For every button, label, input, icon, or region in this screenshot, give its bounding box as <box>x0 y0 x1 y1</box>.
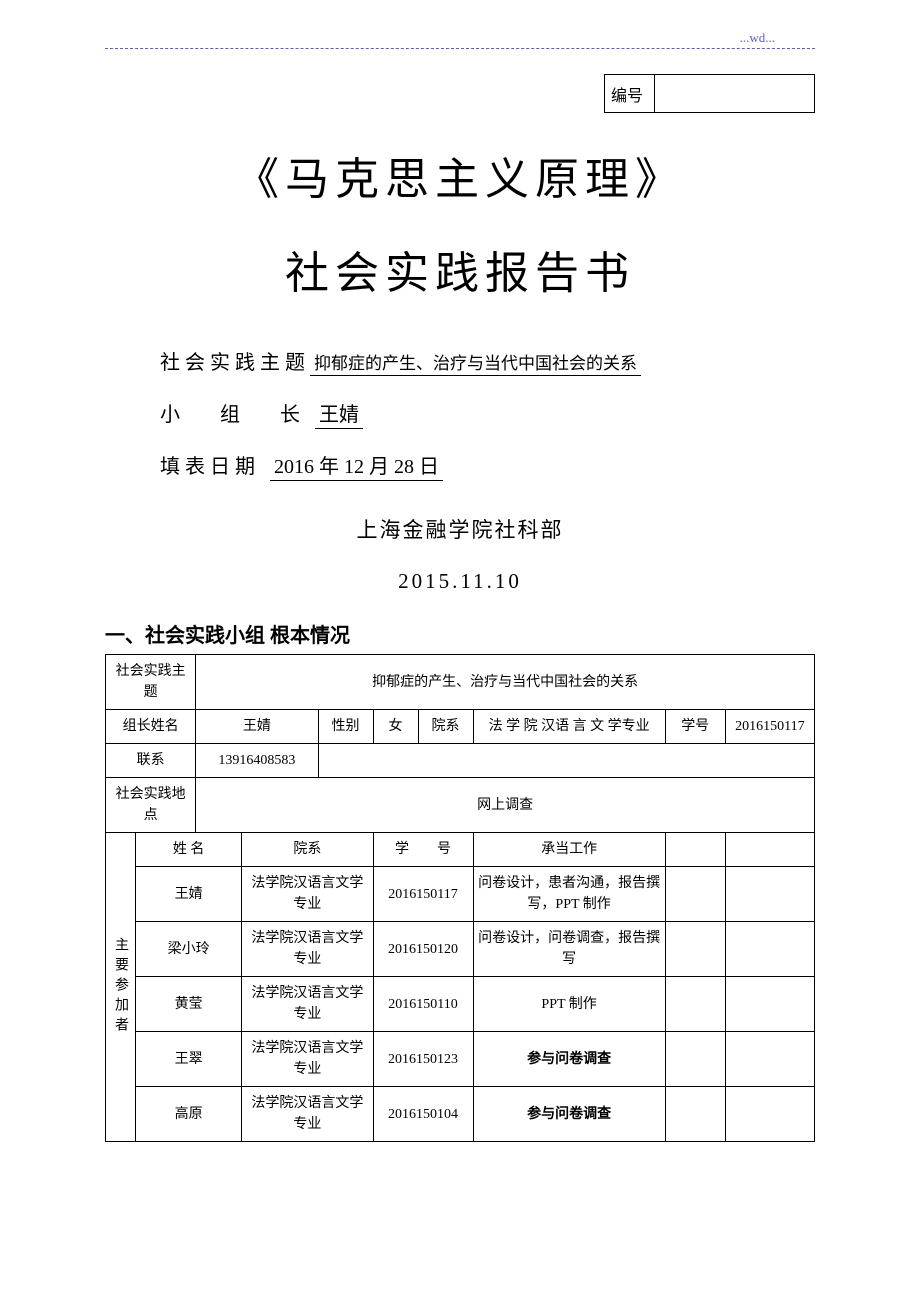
p-id: 2016150120 <box>373 922 473 977</box>
col-work: 承当工作 <box>473 833 665 867</box>
topic-label: 社 会 实 践 主 题 <box>160 352 305 374</box>
p-work: 问卷设计，患者沟通，报告撰写，PPT 制作 <box>473 867 665 922</box>
cell-contact: 13916408583 <box>196 744 318 778</box>
p-id: 2016150123 <box>373 1032 473 1087</box>
cell-location: 网上调查 <box>196 778 815 833</box>
page-header: ...wd... <box>105 30 815 49</box>
participant-row: 王婧 法学院汉语言文学专业 2016150117 问卷设计，患者沟通，报告撰写，… <box>106 867 815 922</box>
p-blank-2 <box>725 922 814 977</box>
cell-leader-name-label: 组长姓名 <box>106 710 196 744</box>
p-dept: 法学院汉语言文学专业 <box>242 922 373 977</box>
p-dept: 法学院汉语言文学专业 <box>242 977 373 1032</box>
p-blank-1 <box>665 1032 725 1087</box>
p-dept: 法学院汉语言文学专业 <box>242 1032 373 1087</box>
cell-dept-label: 院系 <box>418 710 473 744</box>
institute-name: 上海金融学院社科部 <box>105 514 815 544</box>
col-dept: 院系 <box>242 833 373 867</box>
p-id: 2016150110 <box>373 977 473 1032</box>
p-blank-1 <box>665 867 725 922</box>
serial-label: 编号 <box>605 75 655 113</box>
main-table: 社会实践主题 抑郁症的产生、治疗与当代中国社会的关系 组长姓名 王婧 性别 女 … <box>105 654 815 1142</box>
col-id: 学 号 <box>373 833 473 867</box>
topic-value: 抑郁症的产生、治疗与当代中国社会的关系 <box>310 354 641 376</box>
col-blank-1 <box>665 833 725 867</box>
p-blank-2 <box>725 1087 814 1142</box>
p-id: 2016150104 <box>373 1087 473 1142</box>
document-title-1: 《马克思主义原理》 <box>105 143 815 207</box>
document-title-2: 社会实践报告书 <box>105 237 815 301</box>
p-blank-2 <box>725 1032 814 1087</box>
p-blank-1 <box>665 1087 725 1142</box>
section-1-header: 一、社会实践小组 根本情况 <box>105 619 815 648</box>
serial-number-box: 编号 <box>105 74 815 113</box>
p-work: PPT 制作 <box>473 977 665 1032</box>
cell-contact-blank <box>318 744 814 778</box>
cell-leader-name: 王婧 <box>196 710 318 744</box>
p-blank-2 <box>725 867 814 922</box>
cell-topic-label: 社会实践主题 <box>106 655 196 710</box>
participant-row: 黄莹 法学院汉语言文学专业 2016150110 PPT 制作 <box>106 977 815 1032</box>
leader-label: 小 组 长 <box>160 404 300 426</box>
p-id: 2016150117 <box>373 867 473 922</box>
p-name: 梁小玲 <box>136 922 242 977</box>
p-dept: 法学院汉语言文学专业 <box>242 1087 373 1142</box>
leader-value: 王婧 <box>315 404 363 429</box>
p-blank-2 <box>725 977 814 1032</box>
p-blank-1 <box>665 922 725 977</box>
cell-contact-label: 联系 <box>106 744 196 778</box>
cell-participants-label: 主要参加者 <box>106 833 136 1142</box>
p-name: 黄莹 <box>136 977 242 1032</box>
issue-date: 2015.11.10 <box>105 569 815 594</box>
cell-gender: 女 <box>373 710 418 744</box>
cell-id: 2016150117 <box>725 710 814 744</box>
cell-topic-value: 抑郁症的产生、治疗与当代中国社会的关系 <box>196 655 815 710</box>
p-name: 王婧 <box>136 867 242 922</box>
p-name: 高原 <box>136 1087 242 1142</box>
col-blank-2 <box>725 833 814 867</box>
p-dept: 法学院汉语言文学专业 <box>242 867 373 922</box>
participant-row: 王翠 法学院汉语言文学专业 2016150123 参与问卷调查 <box>106 1032 815 1087</box>
cell-dept: 法 学 院 汉语 言 文 学专业 <box>473 710 665 744</box>
p-work: 参与问卷调查 <box>473 1032 665 1087</box>
p-name: 王翠 <box>136 1032 242 1087</box>
participant-row: 高原 法学院汉语言文学专业 2016150104 参与问卷调查 <box>106 1087 815 1142</box>
p-work: 问卷设计，问卷调查，报告撰写 <box>473 922 665 977</box>
date-value: 2016 年 12 月 28 日 <box>270 456 443 481</box>
header-wd: ...wd... <box>740 30 775 45</box>
col-name: 姓 名 <box>136 833 242 867</box>
participant-row: 梁小玲 法学院汉语言文学专业 2016150120 问卷设计，问卷调查，报告撰写 <box>106 922 815 977</box>
cell-gender-label: 性别 <box>318 710 373 744</box>
p-work: 参与问卷调查 <box>473 1087 665 1142</box>
cell-id-label: 学号 <box>665 710 725 744</box>
cell-location-label: 社会实践地点 <box>106 778 196 833</box>
info-block: 社 会 实 践 主 题 抑郁症的产生、治疗与当代中国社会的关系 小 组 长 王婧… <box>105 341 815 489</box>
p-blank-1 <box>665 977 725 1032</box>
date-label: 填 表 日 期 <box>160 456 255 478</box>
serial-value <box>655 75 815 113</box>
